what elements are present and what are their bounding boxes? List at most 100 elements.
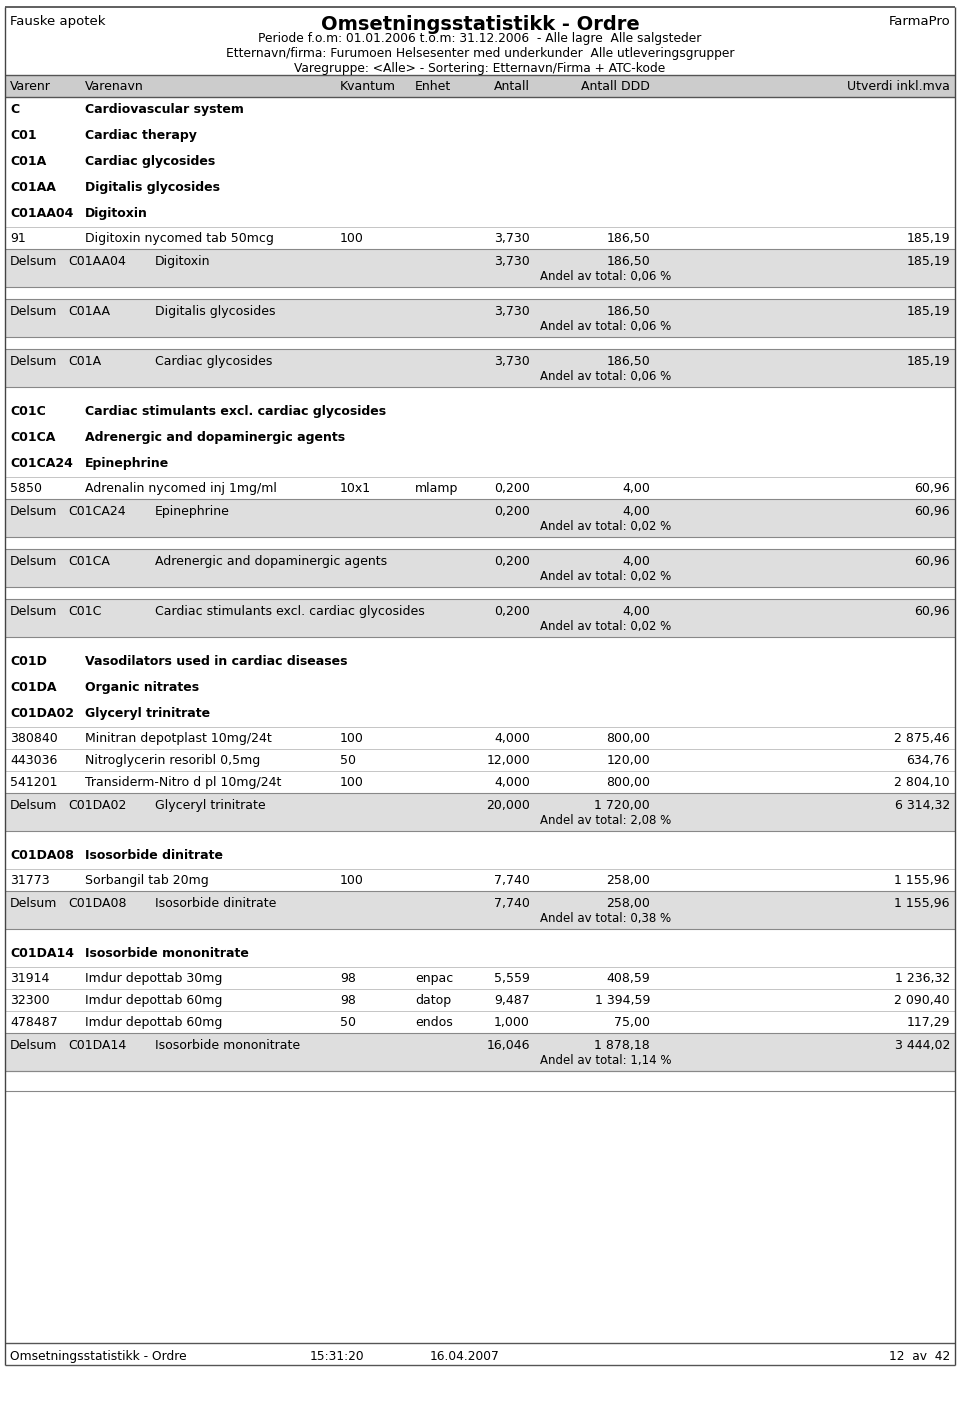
Bar	[5, 74, 955, 97]
Text: Varenr: Varenr	[10, 80, 51, 93]
Text: 4,00: 4,00	[622, 482, 650, 495]
Text: 0,200: 0,200	[494, 555, 530, 568]
Text: 16,046: 16,046	[487, 1040, 530, 1052]
Text: 98: 98	[340, 972, 356, 985]
Text: 380840: 380840	[10, 732, 58, 745]
Text: Delsum: Delsum	[10, 254, 58, 268]
Text: C01AA: C01AA	[68, 305, 110, 318]
Text: 3,730: 3,730	[494, 232, 530, 244]
Bar	[5, 399, 955, 424]
Text: 7,740: 7,740	[494, 874, 530, 887]
Text: Isosorbide mononitrate: Isosorbide mononitrate	[85, 947, 249, 960]
Text: Delsum: Delsum	[10, 799, 58, 812]
Text: 50: 50	[340, 754, 356, 767]
Bar	[5, 1033, 955, 1071]
Text: C01DA14: C01DA14	[68, 1040, 127, 1052]
Bar	[5, 549, 955, 587]
Text: 541201: 541201	[10, 776, 58, 790]
Text: 16.04.2007: 16.04.2007	[430, 1350, 500, 1363]
Text: Andel av total: 1,14 %: Andel av total: 1,14 %	[540, 1054, 671, 1066]
Text: 186,50: 186,50	[607, 254, 650, 268]
Text: 4,000: 4,000	[494, 776, 530, 790]
Bar	[5, 891, 955, 929]
Text: Delsum: Delsum	[10, 606, 58, 618]
Text: Glyceryl trinitrate: Glyceryl trinitrate	[85, 707, 210, 719]
Bar	[5, 348, 955, 386]
Text: C01CA: C01CA	[68, 555, 109, 568]
Text: Fauske apotek: Fauske apotek	[10, 15, 106, 28]
Text: datop: datop	[415, 993, 451, 1007]
Text: C01AA04: C01AA04	[68, 254, 126, 268]
Bar	[5, 1071, 955, 1092]
Text: enpac: enpac	[415, 972, 453, 985]
Text: Adrenergic and dopaminergic agents: Adrenergic and dopaminergic agents	[155, 555, 387, 568]
Text: 60,96: 60,96	[914, 606, 950, 618]
Text: 32300: 32300	[10, 993, 50, 1007]
Text: 5,559: 5,559	[494, 972, 530, 985]
Text: Delsum: Delsum	[10, 305, 58, 318]
Bar	[5, 843, 955, 870]
Text: 186,50: 186,50	[607, 305, 650, 318]
Text: Cardiac glycosides: Cardiac glycosides	[85, 155, 215, 169]
Text: 408,59: 408,59	[607, 972, 650, 985]
Bar	[5, 97, 955, 124]
Text: Imdur depottab 60mg: Imdur depottab 60mg	[85, 993, 223, 1007]
Text: 478487: 478487	[10, 1016, 58, 1028]
Bar	[5, 701, 955, 726]
Text: 100: 100	[340, 732, 364, 745]
Bar	[5, 499, 955, 537]
Text: Nitroglycerin resoribl 0,5mg: Nitroglycerin resoribl 0,5mg	[85, 754, 260, 767]
Text: Delsum: Delsum	[10, 1040, 58, 1052]
Bar	[5, 674, 955, 701]
Text: 3,730: 3,730	[494, 305, 530, 318]
Text: C01DA02: C01DA02	[10, 707, 74, 719]
Bar	[5, 792, 955, 830]
Text: Adrenergic and dopaminergic agents: Adrenergic and dopaminergic agents	[85, 431, 346, 444]
Bar	[5, 941, 955, 967]
Text: Andel av total: 2,08 %: Andel av total: 2,08 %	[540, 813, 671, 828]
Text: Digitoxin nycomed tab 50mcg: Digitoxin nycomed tab 50mcg	[85, 232, 274, 244]
Text: Delsum: Delsum	[10, 504, 58, 518]
Text: 2 090,40: 2 090,40	[895, 993, 950, 1007]
Text: C01DA02: C01DA02	[68, 799, 127, 812]
Text: 800,00: 800,00	[606, 732, 650, 745]
Text: C01DA14: C01DA14	[10, 947, 74, 960]
Text: 634,76: 634,76	[906, 754, 950, 767]
Bar	[5, 599, 955, 636]
Bar	[5, 771, 955, 792]
Bar	[5, 870, 955, 891]
Bar	[5, 726, 955, 749]
Text: Omsetningsstatistikk - Ordre: Omsetningsstatistikk - Ordre	[10, 1350, 186, 1363]
Text: Periode f.o.m: 01.01.2006 t.o.m: 31.12.2006  - Alle lagre  Alle salgsteder: Periode f.o.m: 01.01.2006 t.o.m: 31.12.2…	[258, 32, 702, 45]
Text: 443036: 443036	[10, 754, 58, 767]
Text: Andel av total: 0,02 %: Andel av total: 0,02 %	[540, 570, 671, 583]
Text: Utverdi inkl.mva: Utverdi inkl.mva	[847, 80, 950, 93]
Text: C01DA08: C01DA08	[68, 896, 127, 910]
Text: Epinephrine: Epinephrine	[85, 457, 169, 471]
Text: Isosorbide dinitrate: Isosorbide dinitrate	[155, 896, 276, 910]
Text: Transiderm-Nitro d pl 10mg/24t: Transiderm-Nitro d pl 10mg/24t	[85, 776, 281, 790]
Text: 100: 100	[340, 232, 364, 244]
Text: Andel av total: 0,02 %: Andel av total: 0,02 %	[540, 620, 671, 634]
Text: 1 155,96: 1 155,96	[895, 874, 950, 887]
Text: 1 155,96: 1 155,96	[895, 896, 950, 910]
Text: 6 314,32: 6 314,32	[895, 799, 950, 812]
Text: Antall: Antall	[494, 80, 530, 93]
Text: 98: 98	[340, 993, 356, 1007]
Text: 186,50: 186,50	[607, 355, 650, 368]
Text: C01DA: C01DA	[10, 681, 57, 694]
Text: Varenavn: Varenavn	[85, 80, 144, 93]
Text: Andel av total: 0,38 %: Andel av total: 0,38 %	[540, 912, 671, 924]
Text: 120,00: 120,00	[607, 754, 650, 767]
Text: 185,19: 185,19	[906, 254, 950, 268]
Text: Isosorbide mononitrate: Isosorbide mononitrate	[155, 1040, 300, 1052]
Text: Andel av total: 0,06 %: Andel av total: 0,06 %	[540, 370, 671, 384]
Text: C01A: C01A	[68, 355, 101, 368]
Text: Organic nitrates: Organic nitrates	[85, 681, 199, 694]
Text: 258,00: 258,00	[606, 896, 650, 910]
Text: 100: 100	[340, 776, 364, 790]
Text: C01CA: C01CA	[10, 431, 56, 444]
Text: 185,19: 185,19	[906, 232, 950, 244]
Text: Andel av total: 0,06 %: Andel av total: 0,06 %	[540, 270, 671, 282]
Text: endos: endos	[415, 1016, 453, 1028]
